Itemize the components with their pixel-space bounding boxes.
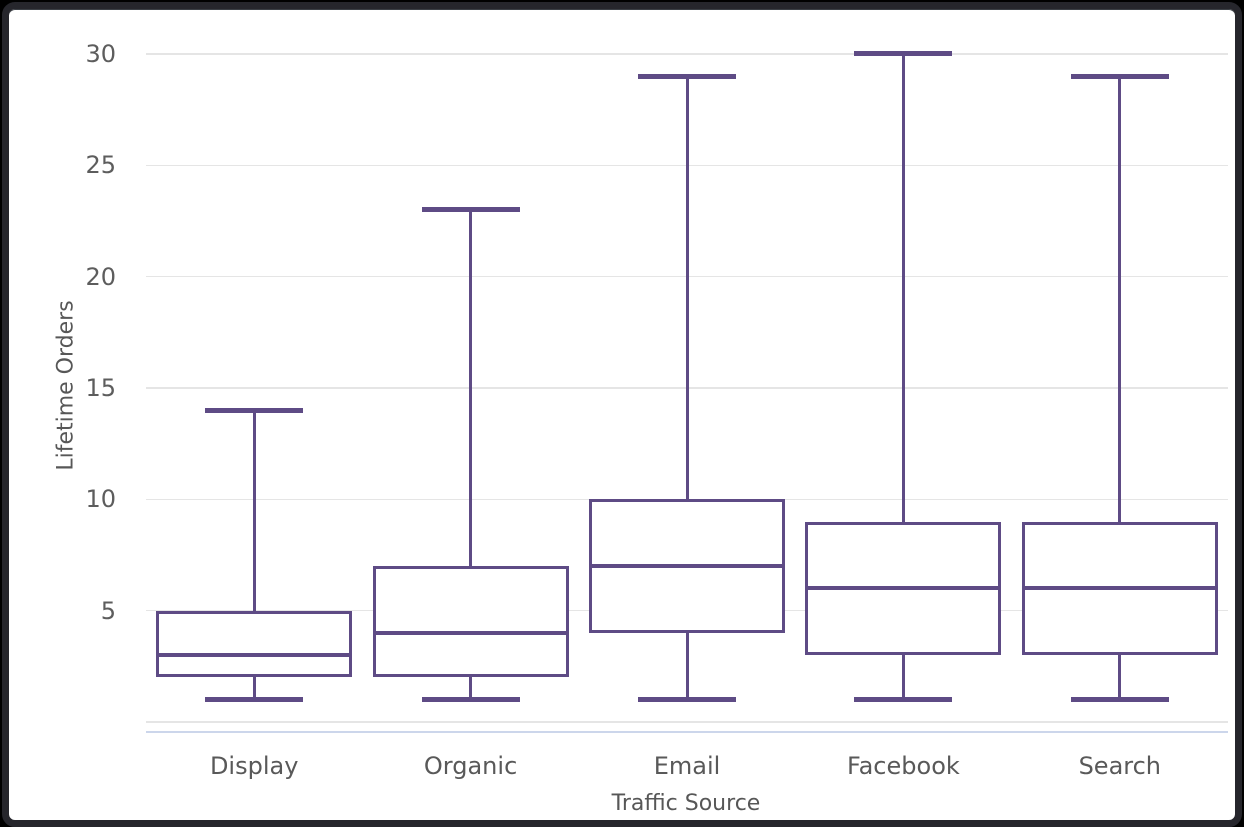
whisker-cap-min-facebook bbox=[854, 697, 953, 703]
whisker-cap-min-organic bbox=[421, 697, 520, 703]
iqr-box-display bbox=[156, 610, 353, 678]
x-axis-line bbox=[146, 731, 1228, 733]
x-category-label-email: Email bbox=[653, 752, 721, 780]
y-tick-label-20: 20 bbox=[85, 262, 116, 291]
whisker-lower-stem-search bbox=[1118, 655, 1122, 700]
y-tick-label-30: 30 bbox=[85, 39, 116, 68]
whisker-cap-min-display bbox=[205, 697, 304, 703]
median-line-search bbox=[1021, 586, 1218, 591]
gridline-30 bbox=[146, 53, 1228, 55]
whisker-lower-stem-email bbox=[685, 632, 689, 700]
y-axis-title: Lifetime Orders bbox=[53, 300, 79, 471]
y-tick-label-15: 15 bbox=[85, 373, 116, 402]
whisker-lower-stem-organic bbox=[469, 677, 473, 700]
x-category-label-display: Display bbox=[209, 752, 299, 780]
median-line-organic bbox=[372, 630, 569, 635]
median-line-display bbox=[156, 653, 353, 658]
x-category-label-facebook: Facebook bbox=[847, 752, 960, 780]
whisker-cap-max-search bbox=[1070, 73, 1169, 79]
median-line-facebook bbox=[805, 586, 1002, 591]
y-tick-label-25: 25 bbox=[85, 151, 116, 180]
whisker-cap-max-facebook bbox=[854, 51, 953, 57]
x-axis-title: Traffic Source bbox=[611, 791, 761, 816]
whisker-cap-min-email bbox=[638, 697, 736, 703]
median-line-email bbox=[589, 564, 785, 569]
whisker-cap-max-display bbox=[205, 407, 304, 413]
whisker-cap-max-organic bbox=[421, 207, 520, 213]
whisker-lower-stem-facebook bbox=[901, 655, 905, 700]
y-tick-label-5: 5 bbox=[100, 596, 116, 625]
whisker-upper-stem-display bbox=[252, 410, 256, 611]
gridline-0 bbox=[146, 721, 1228, 723]
x-category-label-search: Search bbox=[1078, 752, 1162, 780]
whisker-upper-stem-search bbox=[1118, 76, 1122, 522]
boxplot-chart: 5 10 15 20 25 30 Display Organic Email Facebook S… bbox=[9, 9, 1239, 822]
whisker-cap-min-search bbox=[1070, 697, 1169, 703]
whisker-lower-stem-display bbox=[252, 677, 256, 700]
iqr-box-organic bbox=[372, 566, 569, 678]
y-tick-label-10: 10 bbox=[85, 485, 116, 514]
x-category-label-organic: Organic bbox=[423, 752, 518, 780]
whisker-upper-stem-email bbox=[685, 76, 689, 500]
whisker-upper-stem-facebook bbox=[901, 53, 905, 522]
whisker-upper-stem-organic bbox=[469, 209, 473, 567]
whisker-cap-max-email bbox=[638, 73, 736, 79]
